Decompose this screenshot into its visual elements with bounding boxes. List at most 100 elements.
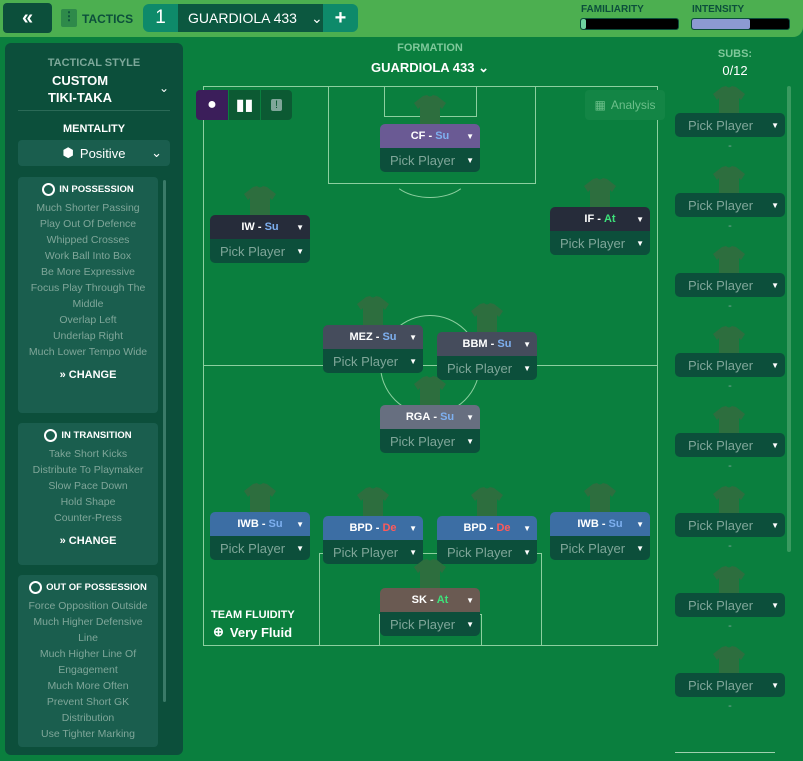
duty-label: De — [496, 522, 511, 534]
formation-dropdown[interactable]: GUARDIOLA 433 ⌄ — [330, 60, 530, 76]
team-fluidity-label: TEAM FLUIDITY — [211, 609, 295, 621]
bar-chart-icon: ▮▮ — [235, 97, 254, 114]
sidebar-scrollbar[interactable] — [163, 180, 166, 702]
role-dropdown[interactable]: IF - At ▼ — [550, 207, 650, 231]
pick-player-dropdown[interactable]: Pick Player ▼ — [210, 536, 310, 560]
change-in-transition-button[interactable]: » CHANGE — [18, 535, 158, 547]
role-dropdown[interactable]: IWB - Su ▼ — [550, 512, 650, 536]
pick-sub-dropdown[interactable]: Pick Player ▼ — [675, 433, 785, 457]
pick-sub-dropdown[interactable]: Pick Player ▼ — [675, 273, 785, 297]
shirt-icon — [583, 177, 617, 209]
tactics-sidebar: TACTICAL STYLE CUSTOM TIKI-TAKA ⌄ MENTAL… — [5, 43, 183, 755]
pick-player-dropdown[interactable]: Pick Player ▼ — [210, 239, 310, 263]
pick-player-dropdown[interactable]: Pick Player ▼ — [550, 536, 650, 560]
duty-label: Su — [435, 130, 450, 142]
pick-player-dropdown[interactable]: Pick Player ▼ — [437, 540, 537, 564]
caret-down-icon: ▼ — [523, 547, 531, 557]
caret-down-icon: ▼ — [409, 356, 417, 366]
mentality-value: Positive — [79, 145, 126, 161]
chevron-down-icon[interactable]: ⌄ — [158, 81, 169, 95]
pick-sub-dropdown[interactable]: Pick Player ▼ — [675, 593, 785, 617]
pick-player-label: Pick Player — [688, 277, 754, 293]
caret-down-icon: ▼ — [636, 519, 644, 529]
duty-label: Su — [268, 518, 283, 530]
instruction-item: Much Lower Tempo Wide — [28, 346, 148, 358]
pick-player-dropdown[interactable]: Pick Player ▼ — [437, 356, 537, 380]
pick-sub-dropdown[interactable]: Pick Player ▼ — [675, 673, 785, 697]
sub-slot: Pick Player ▼ - — [675, 193, 785, 232]
sub-empty: - — [728, 220, 732, 232]
role-dropdown[interactable]: BPD - De ▼ — [437, 516, 537, 540]
pick-player-label: Pick Player — [333, 544, 399, 560]
sub-empty: - — [728, 380, 732, 392]
shirt-icon — [356, 486, 390, 518]
role-dropdown[interactable]: RGA - Su ▼ — [380, 405, 480, 429]
pick-player-dropdown[interactable]: Pick Player ▼ — [550, 231, 650, 255]
subs-scrollbar[interactable] — [787, 86, 791, 552]
tactic-slot[interactable]: 1 — [143, 4, 178, 32]
caret-down-icon: ▼ — [466, 436, 474, 446]
role-label: IWB — [577, 518, 599, 530]
add-tactic-button[interactable]: + — [323, 4, 358, 32]
pick-player-label: Pick Player — [688, 197, 754, 213]
role-dropdown[interactable]: MEZ - Su ▼ — [323, 325, 423, 349]
pick-sub-dropdown[interactable]: Pick Player ▼ — [675, 513, 785, 537]
sub-slot: Pick Player ▼ - — [675, 593, 785, 632]
pick-player-label: Pick Player — [688, 437, 754, 453]
sub-empty: - — [728, 460, 732, 472]
sub-slot: Pick Player ▼ - — [675, 273, 785, 312]
position-card: BPD - De ▼ Pick Player ▼ — [437, 516, 537, 564]
change-in-possession-button[interactable]: » CHANGE — [18, 369, 158, 381]
caret-down-icon: ▼ — [296, 222, 304, 232]
caret-down-icon: ▼ — [409, 547, 417, 557]
role-dropdown[interactable]: IW - Su ▼ — [210, 215, 310, 239]
intensity-bar[interactable] — [691, 18, 790, 30]
change-label: CHANGE — [68, 535, 117, 547]
caret-down-icon: ▼ — [466, 155, 474, 165]
sub-slot: Pick Player ▼ - — [675, 673, 785, 712]
sub-slot: Pick Player ▼ - — [675, 513, 785, 552]
role-dropdown[interactable]: BPD - De ▼ — [323, 516, 423, 540]
pick-player-dropdown[interactable]: Pick Player ▼ — [380, 612, 480, 636]
pick-player-dropdown[interactable]: Pick Player ▼ — [323, 349, 423, 373]
player-view-button[interactable]: ● — [196, 90, 228, 120]
role-dropdown[interactable]: BBM - Su ▼ — [437, 332, 537, 356]
shirt-icon — [413, 94, 447, 126]
caret-down-icon: ▼ — [771, 600, 779, 610]
shirt-icon — [413, 375, 447, 407]
position-card: RGA - Su ▼ Pick Player ▼ — [380, 405, 480, 453]
duty-label: Su — [440, 411, 455, 423]
tactical-style-value[interactable]: CUSTOM TIKI-TAKA — [47, 73, 113, 105]
pick-sub-dropdown[interactable]: Pick Player ▼ — [675, 353, 785, 377]
instruction-item: Slow Pace Down — [48, 480, 128, 492]
pick-player-dropdown[interactable]: Pick Player ▼ — [323, 540, 423, 564]
pick-sub-dropdown[interactable]: Pick Player ▼ — [675, 193, 785, 217]
instruction-item: Use Tighter Marking — [41, 728, 135, 740]
shirt-icon — [583, 482, 617, 514]
tactics-view-button[interactable]: ! — [260, 90, 292, 120]
stats-view-button[interactable]: ▮▮ — [228, 90, 260, 120]
caret-down-icon: ▼ — [771, 200, 779, 210]
instruction-item: Underlap Right — [52, 330, 124, 342]
role-dropdown[interactable]: CF - Su ▼ — [380, 124, 480, 148]
role-dropdown[interactable]: IWB - Su ▼ — [210, 512, 310, 536]
familiarity-bar[interactable] — [580, 18, 679, 30]
caret-down-icon: ▼ — [523, 363, 531, 373]
analysis-button[interactable]: ▦ Analysis — [585, 90, 665, 120]
mentality-label: MENTALITY — [62, 123, 126, 135]
caret-down-icon: ▼ — [409, 523, 417, 533]
mentality-icon: ⬢ — [62, 145, 74, 160]
caret-down-icon: ▼ — [771, 280, 779, 290]
mentality-dropdown[interactable]: ⬢ Positive ⌄ — [18, 140, 170, 166]
pick-player-dropdown[interactable]: Pick Player ▼ — [380, 148, 480, 172]
familiarity-label: FAMILIARITY — [581, 4, 644, 15]
duty-label: Su — [264, 221, 279, 233]
pick-player-dropdown[interactable]: Pick Player ▼ — [380, 429, 480, 453]
role-label: BPD — [463, 522, 487, 534]
role-dropdown[interactable]: SK - At ▼ — [380, 588, 480, 612]
back-button[interactable]: « — [3, 3, 52, 33]
shirt-icon — [712, 325, 746, 357]
shirt-icon — [712, 565, 746, 597]
pick-sub-dropdown[interactable]: Pick Player ▼ — [675, 113, 785, 137]
tactic-dropdown[interactable]: GUARDIOLA 433 ⌄ — [178, 4, 323, 32]
